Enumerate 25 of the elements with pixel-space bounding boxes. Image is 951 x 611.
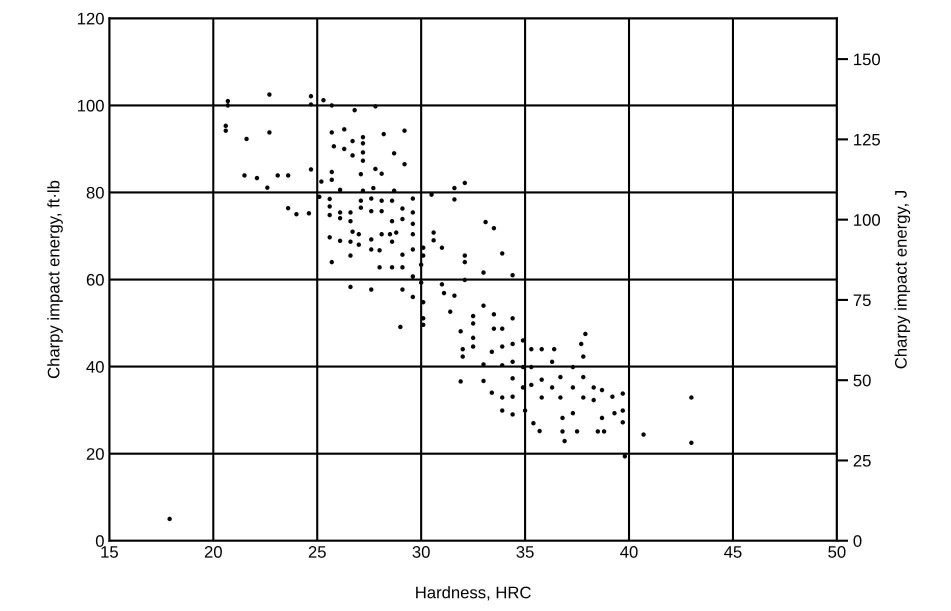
y2-axis-title: Charpy impact energy, J [894, 191, 910, 368]
y2-tick-label: 75 [854, 294, 871, 306]
y2-tick-label: 50 [854, 374, 871, 386]
y2-tick-label: 125 [854, 134, 880, 146]
x-tick-label: 50 [828, 546, 846, 558]
y-tick-label: 100 [78, 100, 104, 112]
x-tick-label: 15 [101, 546, 118, 558]
y-tick-label: 20 [86, 448, 104, 460]
y2-tick-label: 25 [854, 454, 871, 467]
y-tick-label: 0 [96, 535, 104, 547]
x-tick-label: 40 [620, 546, 638, 558]
y-tick-label: 80 [86, 186, 104, 199]
x-tick-label: 30 [412, 546, 430, 558]
x-tick-label: 20 [204, 546, 222, 558]
x-tick-label: 45 [724, 546, 742, 558]
x-tick-label: 25 [308, 546, 326, 558]
x-axis-title: Hardness, HRC [416, 586, 531, 600]
y2-tick-label: 0 [854, 535, 862, 547]
y-tick-label: 120 [78, 12, 104, 25]
y-tick-label: 60 [86, 274, 104, 286]
y2-tick-label: 150 [854, 54, 880, 66]
x-tick-label: 35 [516, 546, 534, 558]
y-axis-title: Charpy impact energy, ft·lb [47, 180, 63, 378]
y-tick-label: 40 [86, 361, 104, 373]
y2-tick-label: 100 [854, 214, 880, 226]
